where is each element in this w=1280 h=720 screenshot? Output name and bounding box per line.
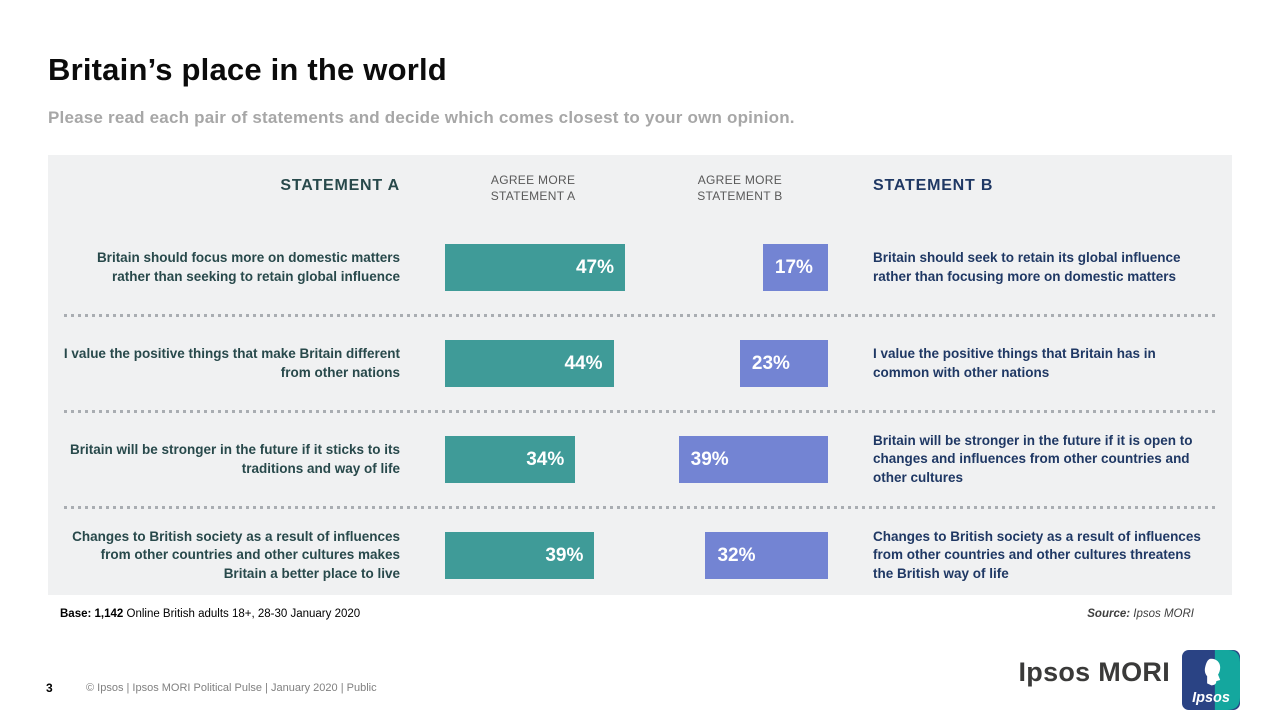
statement-row-4: Changes to British society as a result o… [62,509,1218,602]
statements-chart-panel: STATEMENT A AGREE MORE STATEMENT A AGREE… [48,155,1232,595]
bar-statement-b: 39% [678,436,828,483]
statement-b-text: Changes to British society as a result o… [873,529,1201,581]
bar-b-value-label: 17% [774,256,813,278]
bar-statement-b: 32% [705,532,828,579]
bar-b-value-label: 32% [717,544,756,566]
bar-track: 44% 23% [445,340,828,387]
column-header-agree-a: AGREE MORE STATEMENT A [445,169,621,204]
page-number: 3 [46,681,53,695]
bar-b-value-label: 23% [751,352,790,374]
bar-track: 39% 32% [445,532,828,579]
bar-a-value-label: 39% [545,544,584,566]
dotted-separator [64,410,1216,413]
bar-track: 34% 39% [445,436,828,483]
bar-a-value-label: 34% [526,448,565,470]
ipsos-logo-text: Ipsos [1192,690,1230,706]
base-note-text: Online British adults 18+, 28-30 January… [126,608,361,620]
statement-row-3: Britain will be stronger in the future i… [62,413,1218,506]
bar-statement-b: 23% [739,340,828,387]
bar-b-value-label: 39% [690,448,729,470]
dotted-separator [64,314,1216,317]
footer-copyright: © Ipsos | Ipsos MORI Political Pulse | J… [86,682,377,694]
statement-b-text: Britain will be stronger in the future i… [873,433,1193,485]
ipsos-logo-icon: Ipsos [1182,650,1240,710]
bar-statement-b: 17% [762,244,828,291]
column-header-statement-b: STATEMENT B [873,177,994,194]
page-title: Britain’s place in the world [48,52,447,87]
statement-a-text: Britain should focus more on domestic ma… [96,250,400,284]
statement-row-1: Britain should focus more on domestic ma… [62,221,1218,314]
agree-b-line2: STATEMENT B [697,188,783,203]
bar-a-value-label: 47% [575,256,614,278]
statement-a-text: Britain will be stronger in the future i… [69,442,400,476]
agree-b-line1: AGREE MORE [697,173,783,187]
source-note: Source: Ipsos MORI [1087,608,1194,620]
bar-a-value-label: 44% [564,352,603,374]
bar-statement-a: 47% [445,244,625,291]
chart-header-row: STATEMENT A AGREE MORE STATEMENT A AGREE… [62,169,1218,221]
statement-b-text: Britain should seek to retain its global… [873,250,1181,284]
column-header-statement-a: STATEMENT A [280,177,400,194]
agree-more-headers: AGREE MORE STATEMENT A AGREE MORE STATEM… [445,169,828,204]
statement-a-text: I value the positive things that make Br… [63,346,400,380]
statement-a-text: Changes to British society as a result o… [72,529,400,581]
statement-row-2: I value the positive things that make Br… [62,317,1218,410]
column-header-agree-b: AGREE MORE STATEMENT B [652,169,828,204]
bar-statement-a: 39% [445,532,595,579]
agree-a-line1: AGREE MORE [490,173,576,187]
agree-a-line2: STATEMENT A [490,188,576,203]
source-note-bold: Source: [1087,608,1131,620]
base-note: Base: 1,142 Online British adults 18+, 2… [60,608,360,620]
survey-question: Please read each pair of statements and … [48,108,795,127]
statement-b-text: I value the positive things that Britain… [873,346,1156,380]
dotted-separator [64,506,1216,509]
ipsos-mori-wordmark: Ipsos MORI [1018,657,1170,687]
bar-track: 47% 17% [445,244,828,291]
bar-statement-a: 44% [445,340,614,387]
source-note-text: Ipsos MORI [1133,608,1194,620]
base-note-bold: Base: 1,142 [60,608,124,620]
bar-statement-a: 34% [445,436,576,483]
